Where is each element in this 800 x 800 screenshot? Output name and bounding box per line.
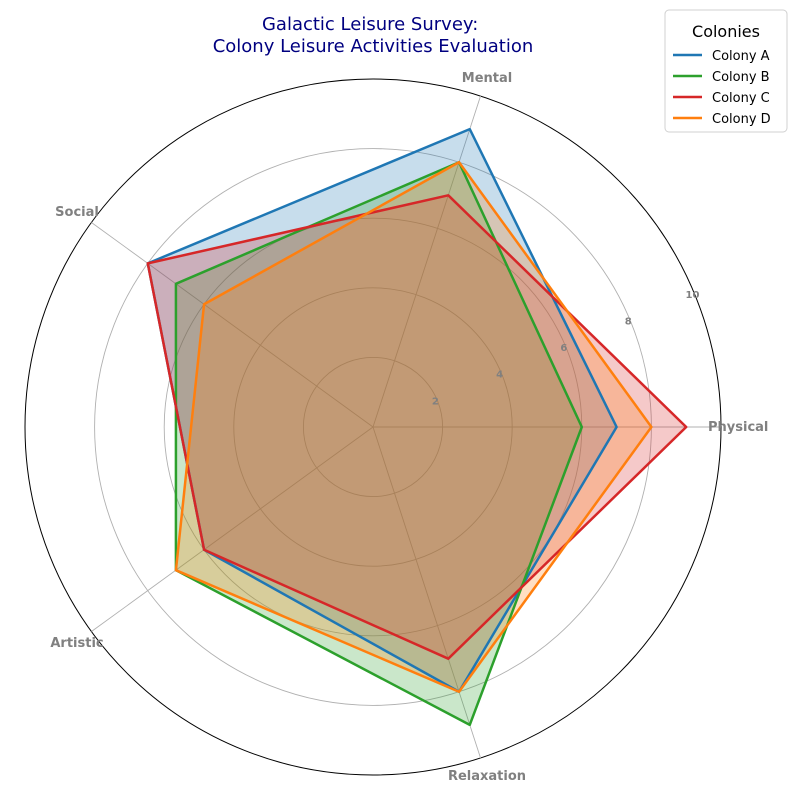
colony-c-line bbox=[146, 194, 688, 660]
spoke-artistic bbox=[91, 426, 374, 632]
spoke-relaxation bbox=[372, 426, 481, 759]
colony-b-line bbox=[174, 160, 584, 727]
colony-d-line bbox=[174, 160, 653, 694]
axis-label-relaxation: Relaxation bbox=[448, 769, 526, 784]
chart-title-line-2: Colony Leisure Activities Evaluation bbox=[213, 36, 534, 57]
tick-label-2: 2 bbox=[432, 396, 439, 407]
axis-label-mental: Mental bbox=[462, 71, 512, 86]
axis-label-artistic: Artistic bbox=[50, 636, 103, 651]
legend-frame bbox=[664, 9, 788, 133]
colony-c-fill bbox=[147, 195, 687, 659]
tick-label-6: 6 bbox=[560, 343, 567, 354]
legend-label-colony-a: Colony A bbox=[712, 49, 770, 64]
axis-label-physical: Physical bbox=[708, 420, 768, 435]
tick-label-10: 10 bbox=[686, 290, 700, 301]
chart-title-line-1: Galactic Leisure Survey: bbox=[262, 14, 478, 35]
tick-label-8: 8 bbox=[625, 316, 632, 327]
legend-label-colony-c: Colony C bbox=[712, 91, 770, 106]
colony-b-fill bbox=[175, 162, 582, 725]
legend-items: Colony A Colony B Colony C Colony D bbox=[673, 49, 771, 127]
axis-label-social: Social bbox=[55, 205, 99, 220]
legend-label-colony-b: Colony B bbox=[712, 70, 770, 85]
series-layer bbox=[146, 127, 688, 727]
spoke-social bbox=[91, 222, 374, 428]
axis-labels: Physical Mental Social Artistic Relaxation 2 4… bbox=[50, 71, 768, 784]
spoke-mental bbox=[372, 95, 481, 428]
legend-label-colony-d: Colony D bbox=[712, 112, 771, 127]
tick-label-4: 4 bbox=[496, 370, 503, 381]
legend-title: Colonies bbox=[692, 22, 760, 41]
chart-title: Galactic Leisure Survey: Colony Leisure … bbox=[213, 14, 534, 57]
